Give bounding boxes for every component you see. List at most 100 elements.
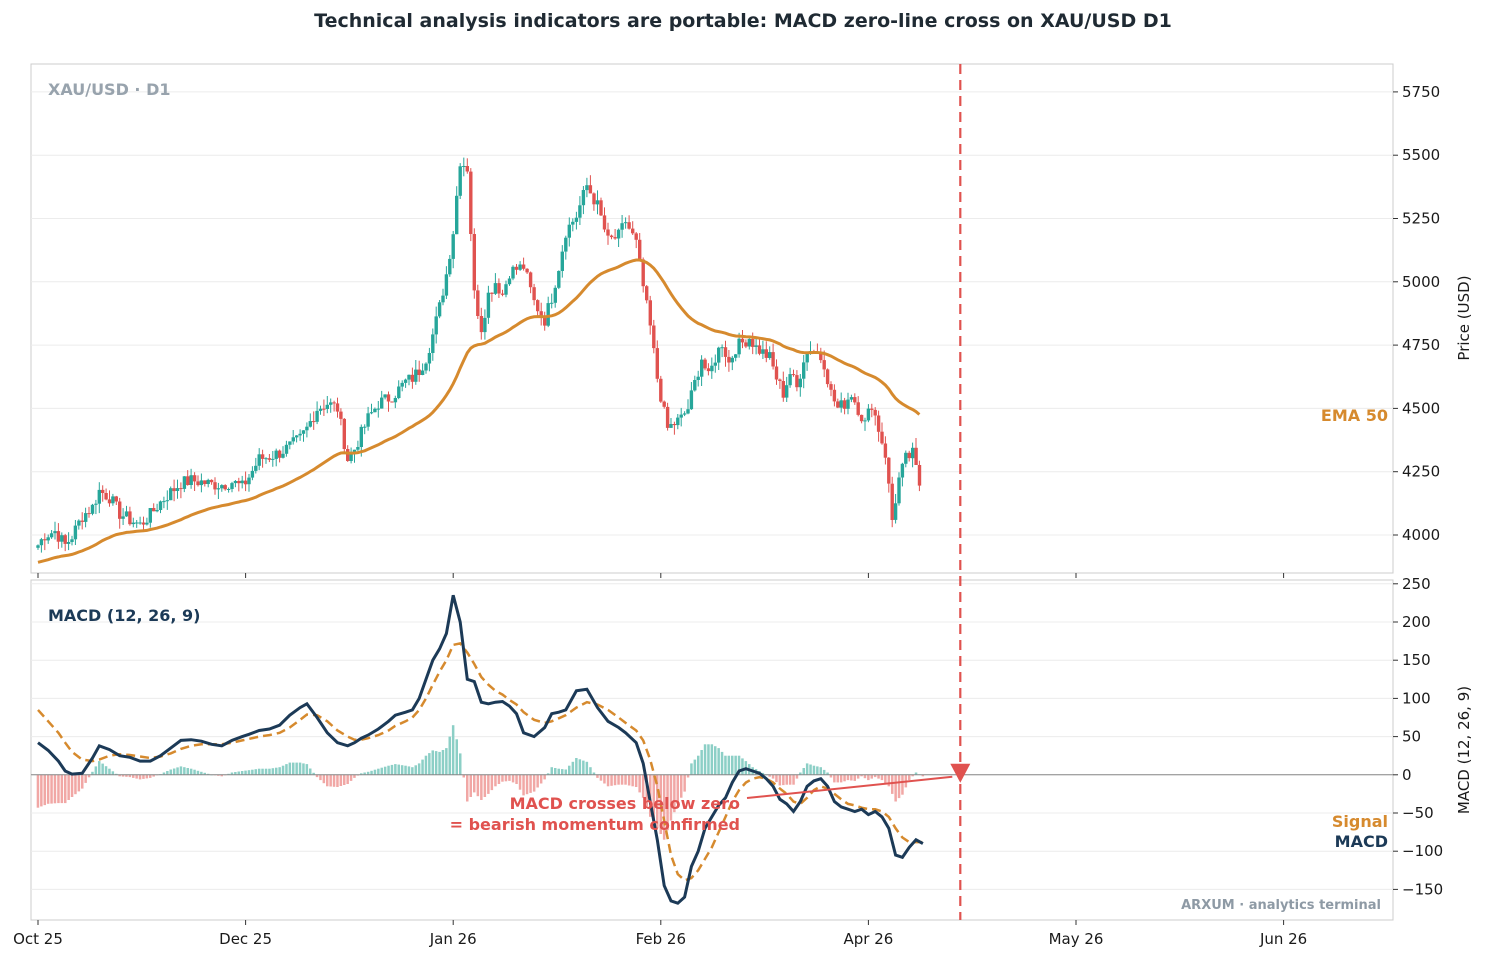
- candle-body: [165, 500, 169, 502]
- histogram-bar: [469, 774, 472, 797]
- candle-body: [397, 386, 401, 398]
- histogram-bar: [741, 758, 744, 775]
- histogram-bar: [189, 768, 193, 775]
- x-axis: Oct 25 Dec 25 Jan 26 Feb 26 Apr 26 May 26 Jun …: [13, 573, 1307, 948]
- histogram-bar: [424, 755, 428, 775]
- histogram-bar: [125, 774, 128, 777]
- candle-body: [581, 190, 586, 206]
- candle-body: [36, 545, 40, 548]
- histogram-bar: [683, 774, 686, 792]
- candle-body: [315, 410, 319, 422]
- candle-body: [267, 458, 272, 460]
- candle-body: [444, 274, 449, 296]
- candle-body: [917, 465, 922, 486]
- candle-body: [49, 533, 54, 538]
- candle-body: [609, 235, 614, 238]
- histogram-bar: [476, 774, 480, 797]
- histogram-bar: [87, 774, 91, 778]
- price-y-axis-label: Price (USD): [1455, 275, 1473, 360]
- histogram-bar: [315, 774, 319, 778]
- histogram-bar: [720, 751, 724, 775]
- candle-body: [66, 542, 71, 544]
- histogram-bar: [281, 765, 285, 775]
- candle-body: [893, 503, 898, 520]
- candle-body: [264, 458, 268, 460]
- candle-body: [911, 447, 915, 459]
- candle-body: [539, 311, 543, 316]
- candle-body: [479, 316, 484, 333]
- histogram-bar: [627, 774, 631, 786]
- candle-body: [550, 302, 554, 304]
- candle-body: [620, 223, 624, 230]
- candle-body: [907, 452, 911, 459]
- price-y-tick-label: 5750: [1402, 83, 1440, 101]
- signal-legend-label: Signal: [1332, 812, 1388, 831]
- histogram-bar: [363, 772, 366, 775]
- candle-body: [754, 345, 758, 347]
- candle-body: [606, 229, 610, 236]
- candle-body: [836, 401, 840, 408]
- histogram-bar: [339, 774, 343, 786]
- candle-body: [458, 166, 462, 196]
- candle-body: [247, 477, 251, 485]
- price-panel: 4000 4250 4500 4750 5000 5250 5500 5750 XAU/USD…: [30, 63, 1473, 574]
- candle-body: [359, 426, 363, 447]
- histogram-bar: [785, 774, 788, 785]
- candle-body: [578, 205, 582, 218]
- candle-body: [490, 292, 494, 294]
- histogram-bar: [511, 774, 515, 783]
- histogram-bar: [64, 774, 67, 804]
- candle-body: [734, 354, 738, 358]
- histogram-bar: [850, 774, 853, 781]
- histogram-bar: [67, 774, 70, 800]
- histogram-bar: [220, 774, 223, 777]
- histogram-bar: [778, 774, 782, 786]
- histogram-bar: [162, 772, 166, 775]
- histogram-bar: [234, 772, 237, 775]
- histogram-bar: [288, 762, 292, 775]
- candle-body: [254, 465, 258, 471]
- price-candles: [36, 157, 922, 553]
- histogram-bar: [543, 774, 546, 780]
- candle-body: [900, 463, 905, 478]
- candle-body: [226, 489, 231, 490]
- candle-body: [689, 390, 694, 410]
- candle-body: [592, 193, 596, 205]
- candle-body: [842, 400, 847, 409]
- histogram-bar: [387, 765, 390, 775]
- histogram-bar: [366, 771, 370, 775]
- candle-body: [662, 401, 666, 407]
- macd-y-tick-label: −50: [1402, 804, 1434, 822]
- histogram-bar: [451, 725, 455, 775]
- price-grid: [31, 91, 1393, 536]
- candle-body: [322, 408, 326, 410]
- histogram-bar: [853, 774, 856, 781]
- annotation-arrow: [746, 775, 953, 799]
- histogram-bar: [319, 774, 322, 781]
- candle-body: [557, 271, 561, 288]
- candle-body: [778, 379, 782, 381]
- ema-50-label: EMA 50: [1321, 406, 1388, 425]
- histogram-bar: [494, 774, 497, 787]
- histogram-bar: [380, 767, 383, 775]
- x-tick-label: Oct 25: [13, 930, 63, 948]
- candle-body: [497, 283, 501, 294]
- candle-body: [638, 239, 642, 260]
- candle-body: [546, 303, 550, 326]
- candle-body: [339, 411, 343, 419]
- histogram-bar: [251, 769, 254, 775]
- candle-body: [305, 426, 309, 431]
- x-tick-label: Dec 25: [219, 930, 272, 948]
- histogram-bar: [571, 761, 575, 775]
- event-marker: MACD crosses below zero = bearish moment…: [450, 64, 971, 920]
- histogram-bar: [275, 767, 278, 775]
- x-tick-label: May 26: [1049, 930, 1104, 948]
- candle-body: [43, 539, 47, 541]
- macd-y-tick-label: 100: [1402, 689, 1431, 707]
- candle-body: [318, 408, 323, 411]
- candle-body: [441, 295, 445, 303]
- histogram-bar: [805, 763, 809, 775]
- candle-body: [764, 349, 768, 358]
- candle-body: [669, 424, 673, 428]
- candle-body: [543, 315, 547, 326]
